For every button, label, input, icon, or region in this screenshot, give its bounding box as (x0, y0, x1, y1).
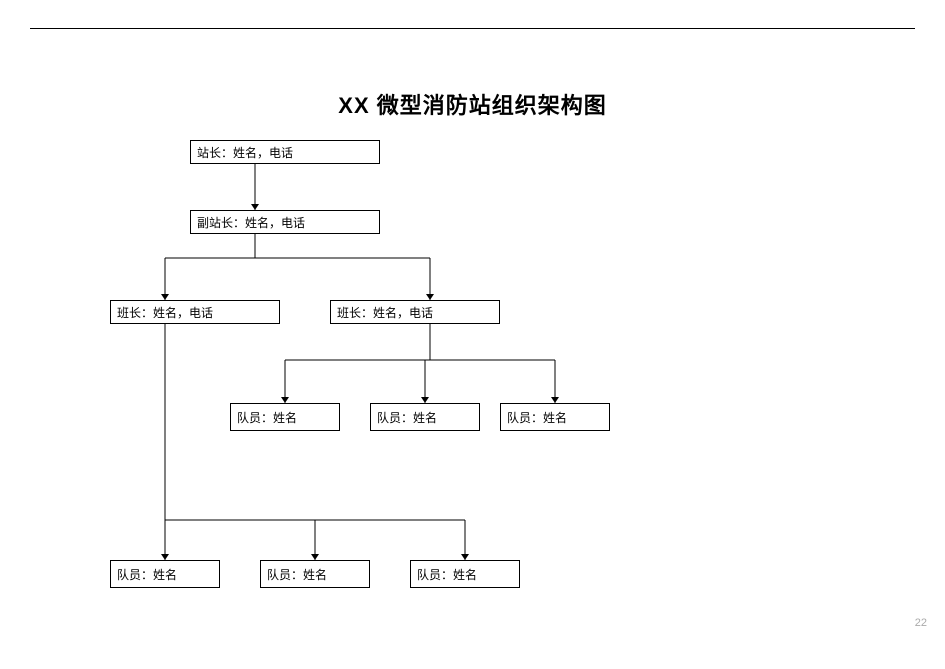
org-node-n7: 队员：姓名 (500, 403, 610, 431)
org-node-n8: 队员：姓名 (110, 560, 220, 588)
org-node-n5: 队员：姓名 (230, 403, 340, 431)
org-node-label: 队员：姓名 (377, 409, 437, 426)
org-node-label: 班长：姓名，电话 (117, 304, 213, 321)
org-node-n4: 班长：姓名，电话 (330, 300, 500, 324)
org-node-label: 队员：姓名 (117, 566, 177, 583)
org-node-label: 班长：姓名，电话 (337, 304, 433, 321)
org-node-label: 队员：姓名 (507, 409, 567, 426)
org-node-label: 副站长：姓名，电话 (197, 214, 305, 231)
org-node-n2: 副站长：姓名，电话 (190, 210, 380, 234)
org-node-label: 队员：姓名 (417, 566, 477, 583)
header-rule (30, 28, 915, 29)
org-node-n1: 站长：姓名，电话 (190, 140, 380, 164)
page-number: 22 (915, 617, 927, 629)
org-node-n3: 班长：姓名，电话 (110, 300, 280, 324)
org-node-n10: 队员：姓名 (410, 560, 520, 588)
document-page: XX 微型消防站组织架构图 站长：姓名，电话副站长：姓名，电话班长：姓名，电话 班… (0, 0, 945, 669)
org-node-n9: 队员：姓名 (260, 560, 370, 588)
org-node-label: 队员：姓名 (237, 409, 297, 426)
page-title: XX 微型消防站组织架构图 (0, 88, 945, 120)
org-node-n6: 队员：姓名 (370, 403, 480, 431)
org-node-label: 队员：姓名 (267, 566, 327, 583)
org-node-label: 站长：姓名，电话 (197, 144, 293, 161)
